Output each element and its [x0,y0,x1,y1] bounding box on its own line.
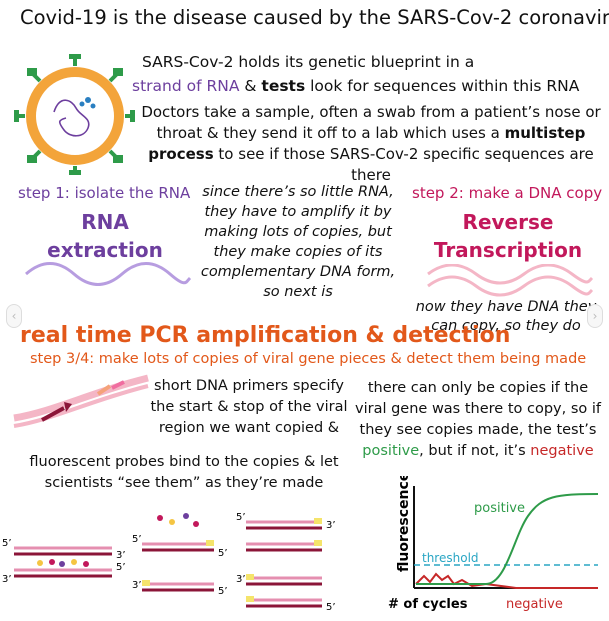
step2-label: step 2: make a DNA copy [412,184,603,202]
svg-text:5’: 5’ [2,538,12,549]
middle-note: since there’s so little RNA, they have t… [200,184,396,300]
chevron-right-icon[interactable]: › [587,304,603,328]
negative-label: negative [506,597,563,612]
svg-text:3’: 3’ [326,520,336,531]
pcr-strands-diagram: 5’ 3’ 3’ 5’ 5’ 5’ 3’ 5’ 5’ 3’ 3’ 5’ [2,512,336,613]
plot-xlabel: # of cycles [388,597,468,612]
virus-icon [14,54,135,175]
step1-label: step 1: isolate the RNA [18,184,191,202]
svg-text:5’: 5’ [116,562,126,573]
strand-group-1: 5’ 3’ 3’ 5’ [2,538,126,585]
plot-ylabel: fluorescence [396,476,412,572]
strand-group-3: 5’ 3’ 3’ 5’ [236,512,336,613]
svg-text:5’: 5’ [132,534,142,545]
primer-strand-icon [13,374,149,428]
multistep-process: multistep process [148,124,586,163]
strand-group-2: 5’ 5’ 3’ 5’ [132,513,228,597]
page-title: Covid-19 is the disease caused by the SA… [20,6,609,29]
fluorescence-plot: fluorescence threshold positive # of cyc… [388,476,599,612]
svg-text:3’: 3’ [116,550,126,561]
intro-line: SARS-Cov-2 holds its genetic blueprint i… [142,52,602,73]
svg-text:3’: 3’ [2,574,12,585]
strand-of-rna: strand of RNA [132,77,240,95]
step2-name: Reverse Transcription [433,210,583,262]
step2-note: now they have DNA they can copy, so they… [415,299,597,334]
positive-label: positive [474,501,525,516]
svg-text:5’: 5’ [326,602,336,613]
tests-word: tests [261,77,306,95]
step1-name: RNA extraction [47,210,163,262]
svg-text:3’: 3’ [132,580,142,591]
svg-text:3’: 3’ [236,574,246,585]
threshold-label: threshold [422,551,479,565]
step34-label: step 3/4: make lots of copies of viral g… [30,351,587,367]
copies-text: there can only be copies if the viral ge… [355,380,601,459]
doctors-paragraph: Doctors take a sample, often a swab from… [141,103,601,184]
pcr-heading: real time PCR amplification & detection [20,323,511,348]
rna-strand-icon [25,262,192,286]
intro-rna-line: strand of RNA & tests look for sequences… [132,77,580,95]
svg-text:5’: 5’ [218,586,228,597]
svg-text:5’: 5’ [236,512,246,523]
positive-word: positive [362,443,420,459]
chevron-left-icon[interactable]: ‹ [6,304,22,328]
dna-copy-icon [427,264,594,297]
probes-text: fluorescent probes bind to the copies & … [29,454,339,491]
primers-text: short DNA primers specify the start & st… [150,378,348,436]
negative-word: negative [530,443,594,459]
svg-text:5’: 5’ [218,548,228,559]
intro-line1: SARS-Cov-2 holds its genetic blueprint i… [142,53,475,71]
